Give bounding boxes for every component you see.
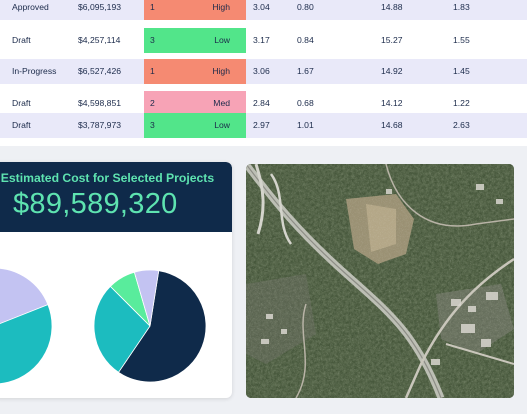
priority-label: Low (214, 120, 230, 130)
metric-cell: 1.01 (297, 120, 314, 130)
pie-slice[interactable] (93, 285, 151, 373)
priority-number: 3 (150, 35, 155, 45)
kpi-header: l Estimated Cost for Selected Projects $… (0, 162, 232, 232)
priority-number: 1 (150, 66, 155, 76)
priority-label: Low (214, 35, 230, 45)
metric-cell: 14.12 (381, 98, 403, 108)
cost-cell: $4,257,114 (78, 35, 121, 45)
status-cell: Draft (12, 35, 31, 45)
priority-label: Med (213, 98, 230, 108)
kpi-value: $89,589,320 (13, 188, 178, 220)
metric-cell: 14.88 (381, 2, 403, 12)
priority-cell: 1 High (144, 0, 246, 20)
metric-cell: 0.68 (297, 98, 314, 108)
highway-divider (246, 164, 442, 398)
projects-table: Approved $6,095,193 1 High 3.04 0.80 14.… (0, 0, 527, 146)
metric-cell: 14.68 (381, 120, 403, 130)
metric-cell: 2.97 (253, 120, 270, 130)
table-row[interactable]: Draft $4,257,114 3 Low 3.17 0.84 15.27 1… (0, 28, 527, 53)
pie-slice[interactable] (0, 268, 53, 385)
metric-cell: 1.83 (453, 2, 470, 12)
priority-cell: 1 High (144, 59, 246, 84)
buildings (261, 184, 503, 365)
status-cell: Draft (12, 120, 31, 130)
metric-cell: 3.17 (253, 35, 270, 45)
priority-cell: 3 Low (144, 113, 246, 138)
priority-number: 2 (150, 98, 155, 108)
table-row[interactable]: In-Progress $6,527,426 1 High 3.06 1.67 … (0, 59, 527, 84)
satellite-map[interactable] (246, 164, 514, 398)
road (295, 303, 307, 398)
cost-cell: $6,527,426 (78, 66, 122, 76)
metric-cell: 1.22 (453, 98, 470, 108)
priority-number: 1 (150, 2, 155, 12)
pie-charts (0, 267, 207, 385)
kpi-title: l Estimated Cost for Selected Projects (0, 171, 215, 185)
table-row[interactable]: Draft $4,598,851 2 Med 2.84 0.68 14.12 1… (0, 91, 527, 116)
road (404, 257, 514, 398)
pie-chart-2 (93, 269, 207, 383)
priority-cell: 3 Low (144, 28, 246, 53)
metric-cell: 2.84 (253, 98, 270, 108)
status-cell: Approved (12, 2, 49, 12)
pie-chart-1 (0, 267, 53, 385)
metric-cell: 14.92 (381, 66, 403, 76)
metric-cell: 15.27 (381, 35, 403, 45)
metric-cell: 3.06 (253, 66, 270, 76)
road (385, 164, 514, 227)
pie-slice[interactable] (133, 269, 160, 327)
metric-cell: 1.67 (297, 66, 314, 76)
status-cell: Draft (12, 98, 31, 108)
priority-cell: 2 Med (144, 91, 246, 116)
ramp (269, 173, 293, 245)
metric-cell: 0.80 (297, 2, 314, 12)
priority-number: 3 (150, 120, 155, 130)
metric-cell: 2.63 (453, 120, 470, 130)
cost-cell: $3,787,973 (78, 120, 122, 130)
table-row[interactable]: Approved $6,095,193 1 High 3.04 0.80 14.… (0, 0, 527, 20)
metric-cell: 3.04 (253, 2, 270, 12)
cost-summary-card: l Estimated Cost for Selected Projects $… (0, 162, 232, 398)
pie-slice[interactable] (0, 267, 49, 326)
metric-cell: 0.84 (297, 35, 314, 45)
priority-label: High (212, 66, 230, 76)
cost-cell: $6,095,193 (78, 2, 122, 12)
map-imagery (246, 164, 514, 398)
priority-label: High (212, 2, 230, 12)
status-cell: In-Progress (12, 66, 57, 76)
cost-cell: $4,598,851 (78, 98, 122, 108)
metric-cell: 1.55 (453, 35, 470, 45)
metric-cell: 1.45 (453, 66, 470, 76)
road (445, 343, 514, 365)
table-row[interactable]: Draft $3,787,973 3 Low 2.97 1.01 14.68 2… (0, 113, 527, 138)
pie-slice[interactable] (117, 270, 207, 383)
ramp (254, 164, 265, 235)
